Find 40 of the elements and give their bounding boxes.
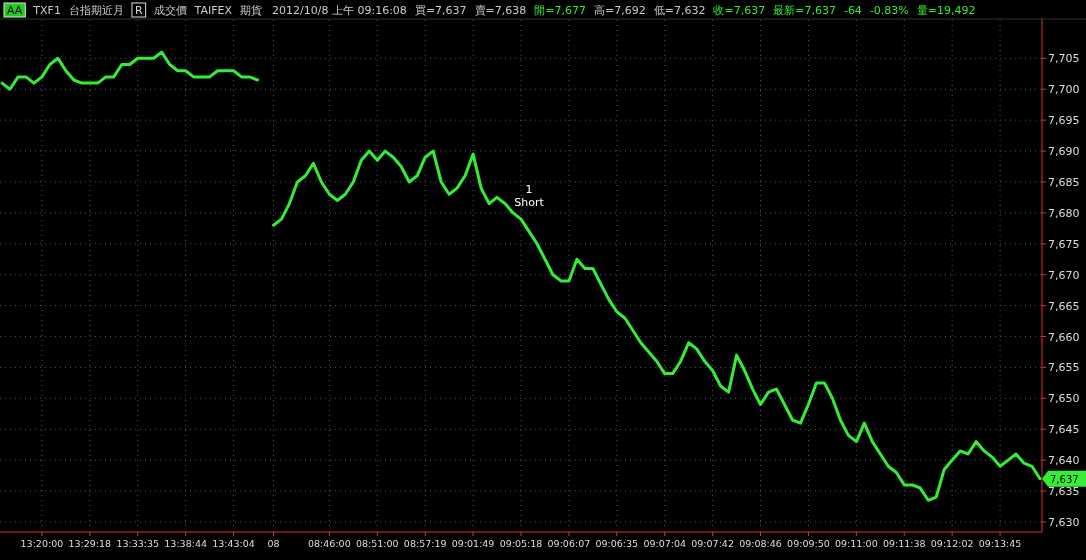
x-tick-label: 09:11:00 [835, 538, 878, 549]
x-tick-label: 09:06:35 [595, 538, 639, 549]
x-tick-label: 09:01:49 [451, 538, 495, 549]
y-tick-label: 7,675 [1048, 237, 1080, 251]
y-tick-label: 7,630 [1048, 515, 1080, 529]
x-tick-label: 09:07:42 [691, 538, 734, 549]
y-tick-label: 7,700 [1048, 83, 1080, 97]
x-tick-label: 09:09:50 [787, 538, 830, 549]
x-tick-label: 08:46:00 [308, 538, 351, 549]
y-tick-label: 7,640 [1048, 454, 1080, 468]
x-tick-label: 09:13:45 [978, 538, 1022, 549]
y-tick-label: 7,660 [1048, 330, 1080, 344]
x-tick-label: 08:51:00 [355, 538, 399, 549]
y-tick-label: 7,695 [1048, 114, 1080, 128]
y-tick-label: 7,665 [1048, 299, 1080, 313]
y-tick-label: 7,645 [1048, 423, 1080, 437]
x-tick-label: 13:20:00 [20, 538, 64, 549]
x-tick-label: 09:07:04 [643, 538, 687, 549]
x-tick-label: 08 [267, 538, 280, 549]
y-tick-label: 7,690 [1048, 145, 1080, 159]
x-tick-label: 13:29:18 [68, 538, 112, 549]
y-tick-label: 7,680 [1048, 206, 1080, 220]
header: AA TXF1 台指期近月 R 成交價 TAIFEX 期貨 2012/10/8 上午 09:16:08 買=7,637 賣=7,638 開=7,677 高=7,692 低=7,632 收=7,637 最新=7,637 -64 -0.83% 量=19,492 [3, 2, 976, 18]
y-tick-label: 7,670 [1048, 268, 1080, 282]
x-tick-label: 13:43:04 [212, 538, 255, 549]
y-tick-label: 7,685 [1048, 175, 1080, 189]
x-tick-label: 09:08:46 [739, 538, 782, 549]
annotation: 7,637 [1050, 473, 1079, 485]
x-tick-label: 08:57:19 [403, 538, 447, 549]
y-tick-label: 7,705 [1048, 52, 1080, 66]
x-tick-label: 13:33:35 [116, 538, 160, 549]
y-tick-label: 7,650 [1048, 392, 1080, 406]
y-tick-label: 7,655 [1048, 361, 1080, 375]
x-tick-label: 13:38:44 [164, 538, 207, 549]
annotation: 1 Short [514, 183, 544, 210]
y-tick-label: 7,635 [1048, 485, 1080, 499]
x-tick-label: 09:05:18 [499, 538, 543, 549]
x-tick-label: 09:11:38 [882, 538, 926, 549]
x-tick-label: 09:06:07 [547, 538, 591, 549]
x-tick-label: 09:12:02 [930, 538, 974, 549]
